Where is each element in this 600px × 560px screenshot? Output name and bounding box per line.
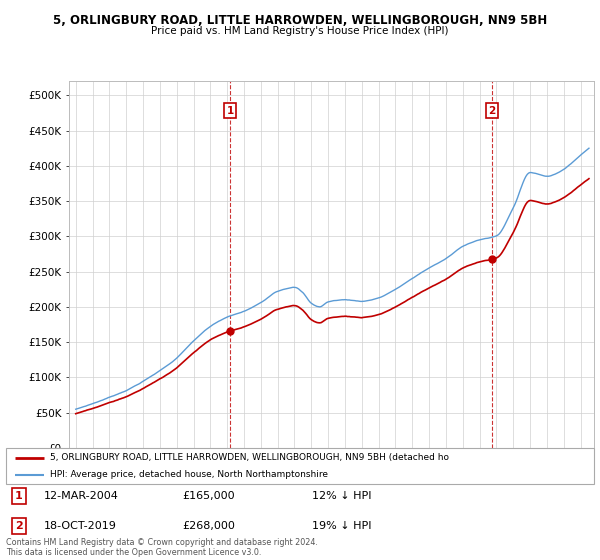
Text: 2: 2 [15,521,23,531]
Text: 1: 1 [15,491,23,501]
Text: 19% ↓ HPI: 19% ↓ HPI [312,521,371,531]
Text: £268,000: £268,000 [182,521,235,531]
Text: £165,000: £165,000 [182,491,235,501]
Text: 5, ORLINGBURY ROAD, LITTLE HARROWDEN, WELLINGBOROUGH, NN9 5BH: 5, ORLINGBURY ROAD, LITTLE HARROWDEN, WE… [53,14,547,27]
Text: 12-MAR-2004: 12-MAR-2004 [44,491,119,501]
Text: 2: 2 [488,106,496,116]
Text: Contains HM Land Registry data © Crown copyright and database right 2024.
This d: Contains HM Land Registry data © Crown c… [6,538,318,557]
Text: 5, ORLINGBURY ROAD, LITTLE HARROWDEN, WELLINGBOROUGH, NN9 5BH (detached ho: 5, ORLINGBURY ROAD, LITTLE HARROWDEN, WE… [50,454,449,463]
Text: HPI: Average price, detached house, North Northamptonshire: HPI: Average price, detached house, Nort… [50,470,328,479]
Text: Price paid vs. HM Land Registry's House Price Index (HPI): Price paid vs. HM Land Registry's House … [151,26,449,36]
Text: 18-OCT-2019: 18-OCT-2019 [44,521,117,531]
Text: 1: 1 [226,106,233,116]
Text: 12% ↓ HPI: 12% ↓ HPI [312,491,371,501]
